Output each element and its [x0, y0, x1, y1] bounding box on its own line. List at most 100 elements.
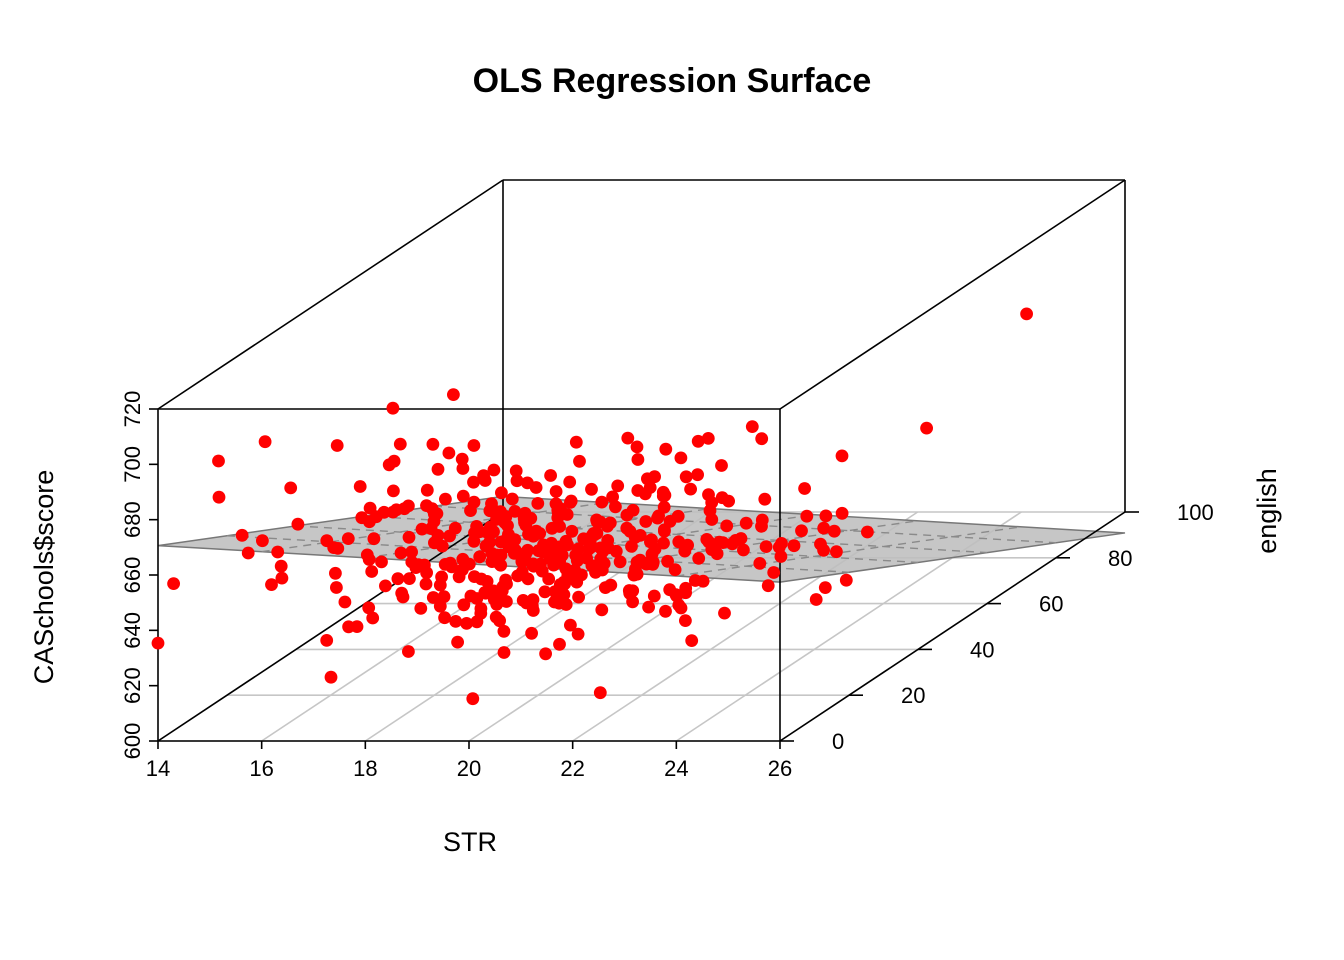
data-point	[500, 532, 514, 546]
data-point	[526, 529, 540, 543]
data-point	[212, 454, 225, 468]
data-point	[521, 476, 534, 490]
data-point	[651, 511, 664, 525]
data-point	[402, 645, 415, 658]
data-point	[496, 580, 510, 593]
data-point	[604, 578, 618, 592]
data-point	[625, 540, 638, 553]
data-point	[681, 538, 694, 552]
data-point	[426, 437, 440, 451]
data-point	[705, 513, 719, 526]
data-point	[439, 492, 452, 506]
data-point	[559, 534, 573, 548]
data-point	[630, 567, 644, 581]
x-tick-label: 22	[560, 756, 584, 781]
data-point	[643, 557, 657, 570]
data-point	[568, 567, 582, 581]
data-point	[516, 594, 530, 607]
data-point	[648, 470, 661, 484]
data-point	[501, 519, 514, 532]
data-point	[758, 492, 772, 506]
data-point	[620, 508, 634, 522]
data-point	[403, 572, 416, 585]
box-edge	[779, 511, 1126, 742]
data-point	[467, 475, 480, 489]
data-point	[414, 602, 428, 615]
data-point	[431, 462, 445, 476]
data-point	[861, 525, 874, 539]
data-point	[622, 584, 636, 597]
data-point	[585, 482, 598, 496]
data-point	[817, 521, 831, 535]
data-point	[539, 647, 552, 661]
chart-title: OLS Regression Surface	[473, 62, 872, 100]
y-tick-label: 60	[1039, 592, 1063, 617]
data-point	[564, 496, 577, 509]
data-point	[497, 646, 511, 659]
data-point	[480, 575, 494, 588]
data-point	[716, 536, 730, 549]
data-point	[517, 512, 531, 526]
data-point	[549, 552, 562, 566]
data-point	[798, 482, 811, 495]
data-point	[691, 434, 705, 448]
data-point	[418, 558, 431, 572]
data-point	[548, 585, 562, 598]
data-point	[379, 579, 392, 593]
data-point	[445, 560, 459, 574]
x-tick-label: 16	[249, 756, 273, 781]
data-point	[330, 439, 344, 452]
data-point	[544, 469, 557, 482]
data-point	[642, 600, 655, 614]
data-point	[684, 482, 697, 496]
data-point	[256, 534, 269, 548]
data-point	[350, 620, 364, 633]
data-point	[451, 635, 464, 649]
data-point	[583, 535, 597, 549]
data-point	[647, 589, 661, 603]
data-point	[490, 512, 503, 526]
data-point	[437, 590, 451, 604]
data-point	[549, 485, 563, 498]
data-point	[367, 532, 381, 546]
data-point	[630, 440, 644, 454]
data-point	[767, 566, 781, 579]
data-point	[679, 581, 693, 595]
data-point	[593, 686, 607, 700]
data-point	[668, 563, 682, 577]
data-point	[809, 593, 823, 606]
data-point	[420, 483, 434, 497]
data-point	[525, 626, 538, 640]
data-point	[565, 524, 579, 538]
data-point	[658, 523, 671, 537]
data-points	[151, 307, 1033, 706]
data-point	[492, 557, 506, 570]
data-point	[920, 421, 933, 435]
data-point	[611, 479, 625, 493]
x-tick-label: 18	[353, 756, 377, 781]
data-point	[570, 554, 584, 568]
data-point	[551, 503, 565, 517]
data-point	[324, 670, 338, 684]
data-point	[509, 464, 523, 478]
x-axis-label: STR	[443, 827, 497, 857]
z-tick-label: 660	[120, 557, 145, 594]
data-point	[705, 496, 719, 509]
plane-gridline	[676, 526, 1022, 577]
data-point	[393, 437, 407, 451]
data-point	[366, 611, 380, 625]
data-point	[235, 528, 249, 542]
data-point	[715, 459, 728, 472]
box-edge	[157, 179, 504, 410]
data-point	[835, 449, 849, 463]
data-point	[338, 595, 352, 609]
data-point	[275, 571, 289, 585]
z-tick-label: 640	[120, 612, 145, 649]
data-point	[467, 534, 481, 548]
data-point	[553, 520, 566, 533]
data-point	[817, 543, 830, 557]
data-point	[620, 521, 634, 535]
data-point	[387, 454, 401, 468]
x-tick-label: 20	[457, 756, 481, 781]
data-point	[495, 486, 508, 500]
